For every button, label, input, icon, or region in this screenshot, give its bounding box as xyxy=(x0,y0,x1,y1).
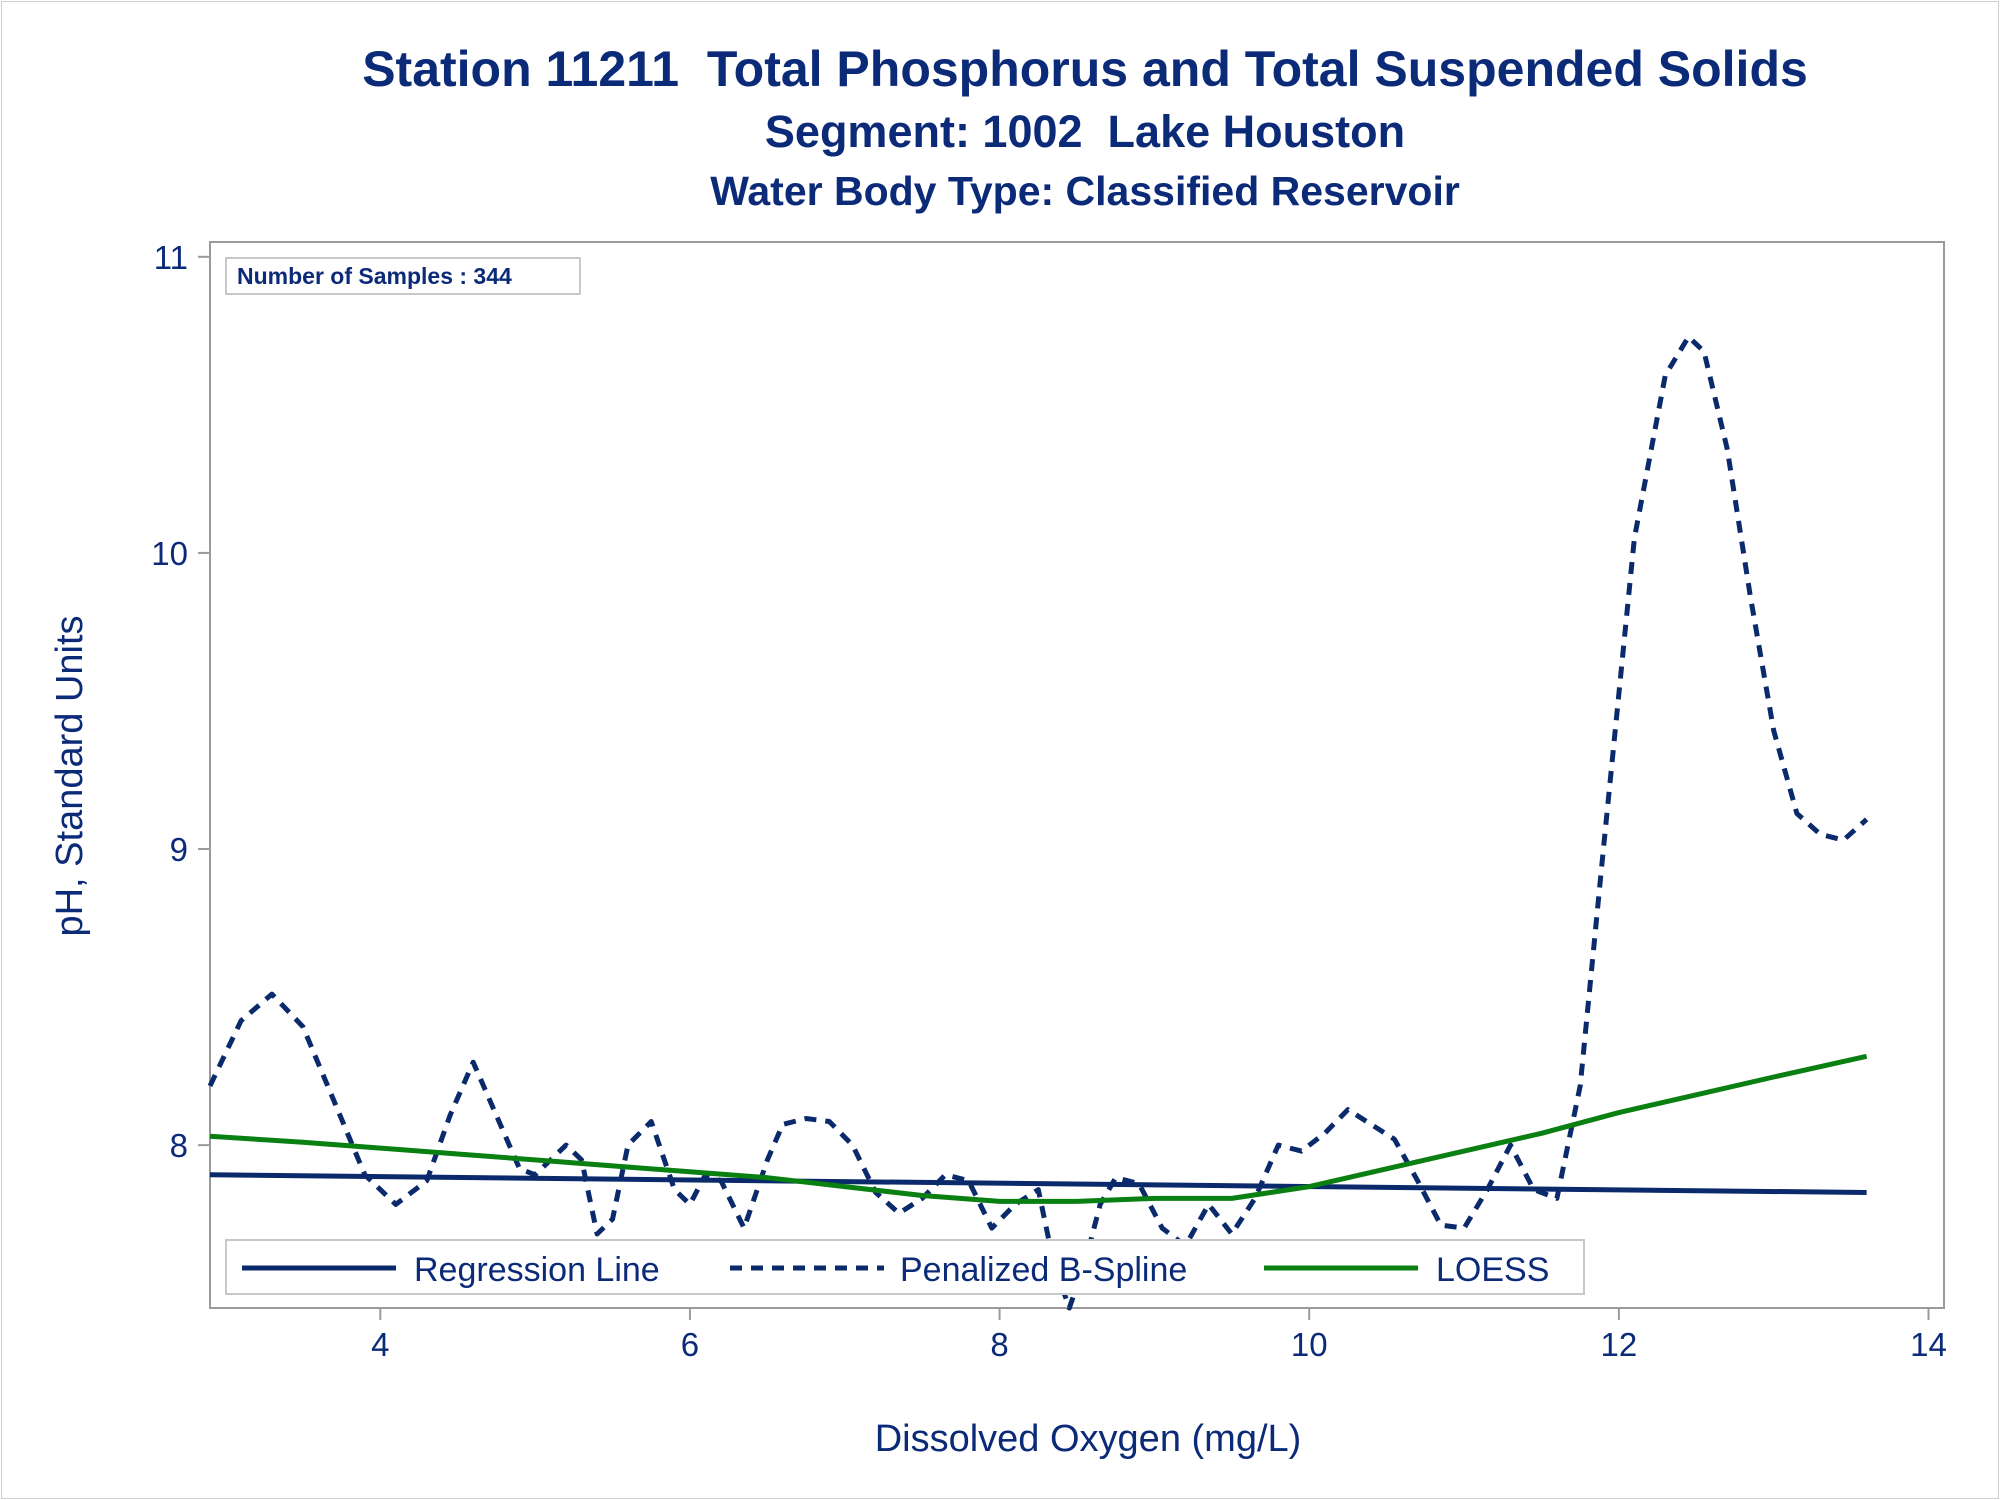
x-tick-label-0: 4 xyxy=(371,1326,389,1363)
series-layer xyxy=(207,334,1869,1311)
chart-title: Station 11211 Total Phosphorus and Total… xyxy=(362,41,1808,97)
y-tick-label-2: 10 xyxy=(151,535,188,572)
y-tick-label-1: 9 xyxy=(170,831,188,868)
samples-inset: Number of Samples : 344 xyxy=(225,257,581,295)
series-loess xyxy=(209,1053,1868,1204)
chart-subtitle-water-body: Water Body Type: Classified Reservoir xyxy=(710,168,1460,214)
series-regression-line xyxy=(209,1172,1867,1195)
legend: Regression Line Penalized B-Spline LOESS xyxy=(225,1239,1585,1295)
legend-label-regression: Regression Line xyxy=(414,1251,660,1289)
legend-label-loess: LOESS xyxy=(1436,1251,1549,1289)
y-tick-label-0: 8 xyxy=(170,1127,188,1164)
y-tick-label-3: 11 xyxy=(154,239,188,276)
x-tick-label-4: 12 xyxy=(1601,1326,1638,1363)
plot-area xyxy=(209,241,1945,1309)
x-tick-label-1: 6 xyxy=(681,1326,699,1363)
y-axis-label: pH, Standard Units xyxy=(49,615,91,936)
x-axis-label: Dissolved Oxygen (mg/L) xyxy=(875,1418,1302,1460)
axes-layer: 4 6 8 10 12 14 8 9 10 11 xyxy=(151,239,1947,1363)
legend-label-spline: Penalized B-Spline xyxy=(900,1251,1187,1289)
x-tick-label-2: 8 xyxy=(990,1326,1008,1363)
samples-inset-box xyxy=(225,257,581,295)
x-tick-label-3: 10 xyxy=(1291,1326,1328,1363)
chart-subtitle-segment: Segment: 1002 Lake Houston xyxy=(764,106,1406,157)
x-tick-label-5: 14 xyxy=(1910,1326,1947,1363)
series-penalized-b-spline xyxy=(207,334,1869,1311)
samples-inset-label: Number of Samples : 344 xyxy=(237,263,512,289)
